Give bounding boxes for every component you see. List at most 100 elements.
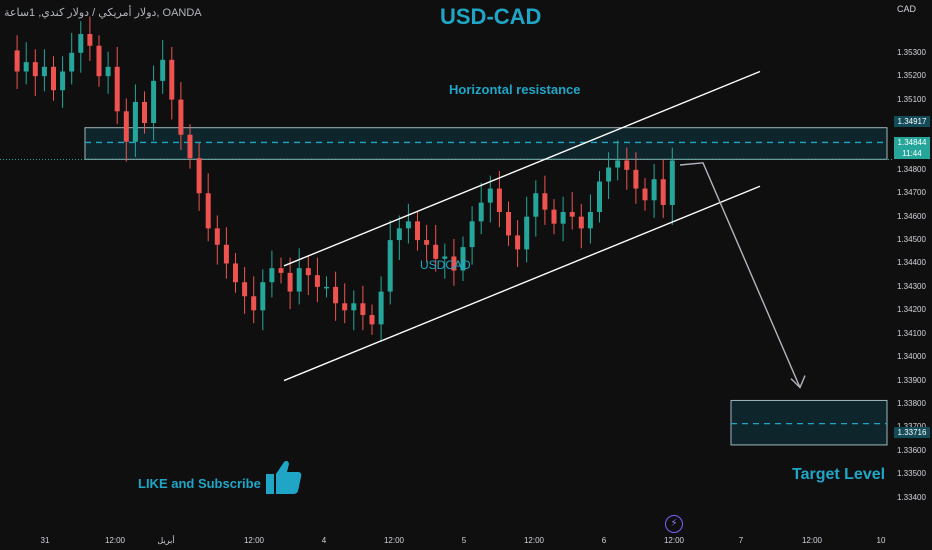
candle-body [214,228,220,245]
current-price-value: 1.34844 [897,138,927,147]
candle-body [660,179,666,205]
candle-body [305,268,311,276]
projection-arrow-head [790,375,806,389]
candle-body [633,169,639,189]
channel-lower-line [283,185,761,382]
candle-body [260,282,266,311]
candle-body [78,34,84,53]
candle-body [96,45,102,77]
candle-body [278,268,284,273]
candle-body [178,99,184,135]
candle-body [451,256,457,271]
candle-body [160,59,166,81]
candle-body [296,268,302,292]
candle-body [460,247,466,271]
pair-label: USDCAD [420,258,471,272]
candle-body [597,181,602,212]
candle-body [114,66,120,112]
zone-box [84,127,888,160]
candle-body [324,286,329,289]
x-tick-label: 5 [461,536,467,545]
resistance-price-tag: 1.34917 [894,116,930,127]
projection-arrow [679,162,801,388]
candle-body [533,193,539,217]
candle-body [196,158,202,194]
candle-body [242,282,248,297]
current-price-time: 11:44 [902,149,922,158]
y-tick-label: 1.33700 [897,422,926,431]
candle-body [51,66,56,91]
candle-body [369,314,375,325]
y-tick-label: 1.33600 [897,445,926,455]
candle-body [351,303,357,311]
x-tick-label: 12:00 [523,536,545,545]
candle-body [187,134,193,159]
x-tick-label: 7 [738,536,744,545]
x-tick-label: 10 [876,536,886,545]
candle-body [251,296,257,311]
y-tick-label: 1.34200 [897,305,926,315]
y-tick-label: 1.35100 [897,94,926,104]
x-tick-label: 12:00 [243,536,265,545]
candle-body [87,34,93,46]
y-tick-label: 1.34400 [897,258,926,268]
candle-body [287,272,293,292]
candle-body [478,202,484,222]
candle-body [506,211,511,236]
y-tick-label: 1.33800 [897,398,926,408]
candle-body [433,244,439,259]
candle-body [169,59,175,100]
symbol-description[interactable]: دولار أمريكي / دولار كندي, 1ساعة, OANDA [4,7,202,19]
candle-body [396,228,402,241]
candle-body [560,211,566,224]
candle-body [405,221,411,229]
y-tick-label: 1.35300 [897,47,926,57]
thumbs-up-icon [266,460,302,494]
y-tick-label: 1.34800 [897,164,926,174]
current-price-tag: 1.34844 11:44 [894,137,930,159]
candle-body [515,235,521,250]
x-tick-label: 12:00 [383,536,405,545]
y-tick-label: 1.34000 [897,352,926,362]
lightning-icon[interactable]: ⚡ [665,515,683,533]
zone-box [730,399,888,446]
x-tick-label: 12:00 [801,536,823,545]
candle-body [524,216,530,250]
resistance-label: Horizontal resistance [449,82,581,97]
candle-body [41,66,47,77]
candle-body [223,244,229,264]
candle-body [615,160,621,168]
candle-body [387,240,393,292]
candle-body [269,268,275,283]
candle-body [360,303,366,315]
channel-upper-line [283,70,761,267]
x-tick-label: أبريل [157,536,175,545]
candle-body [587,211,593,229]
candle-body [314,275,320,287]
x-tick-label: 12:00 [663,536,685,545]
candle-body [415,221,420,241]
candle-body [23,62,29,72]
candle-body [551,209,557,224]
candle-body [487,188,493,203]
candle-body [105,66,111,77]
candle-body [14,50,20,72]
x-tick-label: 6 [601,536,607,545]
candle-body [669,160,675,205]
candle-body [233,263,238,283]
candle-body [569,211,575,217]
x-tick-label: 4 [321,536,327,545]
candle-body [542,193,548,210]
candle-body [624,160,630,170]
y-tick-label: 1.33400 [897,492,926,502]
chart-title: USD-CAD [440,4,542,29]
candle-body [578,216,584,229]
candle-body [651,179,657,201]
axis-currency: CAD [897,4,917,14]
y-tick-label: 1.35200 [897,71,926,81]
candle-body [69,52,75,72]
x-tick-label: 12:00 [104,536,126,545]
like-subscribe-label: LIKE and Subscribe [138,476,261,491]
y-tick-label: 1.34100 [897,328,926,338]
